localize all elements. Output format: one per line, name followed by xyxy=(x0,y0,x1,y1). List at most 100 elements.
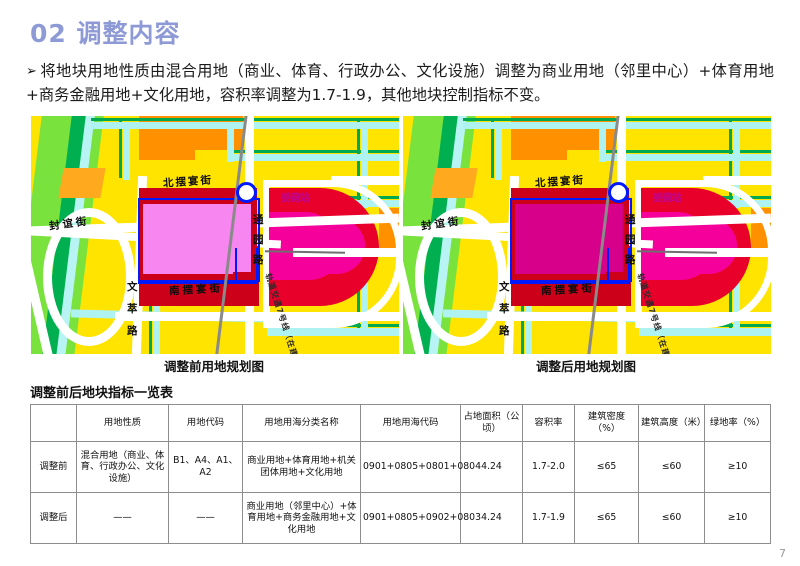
map-figure-after: 北摆宴街 南摆宴街 封谊街 通园路 文萃路 娄葑站 轨道交通7号线（在建） xyxy=(402,115,772,355)
table-cell: —— xyxy=(168,492,243,544)
table-header-cell: 用地性质 xyxy=(76,404,169,442)
table-cell: ≥10 xyxy=(704,492,771,544)
parcel-boundary xyxy=(138,198,260,282)
orange-parcel xyxy=(511,116,615,150)
road-loop xyxy=(43,208,135,346)
cyan-strip xyxy=(267,328,399,336)
orange-parcel xyxy=(58,168,106,198)
orange-parcel xyxy=(430,168,478,198)
table-cell: 1.7-2.0 xyxy=(522,441,575,493)
map-label-south-street: 南摆宴街 xyxy=(168,282,224,298)
indicator-table: 用地性质 用地代码 用地用海分类名称 用地用海代码 占地面积（公顷） 容积率 建… xyxy=(30,404,771,544)
table-cell: —— xyxy=(76,492,169,544)
page-title: 02 调整内容 xyxy=(30,19,181,48)
road xyxy=(331,176,399,185)
parcel-boundary xyxy=(138,248,237,284)
green-outline xyxy=(729,118,732,206)
table-header-cell: 用地用海代码 xyxy=(360,404,461,442)
map-label-station: 娄葑站 xyxy=(281,193,310,204)
cyan-strip xyxy=(227,122,234,162)
subject-parcel xyxy=(143,246,233,274)
parcel-boundary xyxy=(510,198,632,282)
cyan-strip xyxy=(599,122,606,162)
row-stage-label: 调整后 xyxy=(30,492,77,544)
subject-parcel xyxy=(515,246,605,274)
cyan-strip xyxy=(153,266,160,354)
orange-parcel xyxy=(139,150,195,160)
green-outline xyxy=(119,118,122,178)
road xyxy=(703,176,771,185)
table-cell: B1、A4、A1、A2 xyxy=(168,441,243,493)
map-label-east-road: 通园路 xyxy=(253,214,264,266)
table-cell: 1.7-1.9 xyxy=(522,492,575,544)
station-marker-icon xyxy=(608,182,629,203)
table-cell: 0901+0805+0902+0803 xyxy=(360,492,481,544)
bullet-text: 将地块用地性质由混合用地（商业、体育、行政办公、文化设施）调整为商业用地（邻里中… xyxy=(26,62,774,104)
cyan-strip xyxy=(733,122,740,208)
table-header-cell: 用地用海分类名称 xyxy=(242,404,361,442)
row-stage-label: 调整前 xyxy=(30,441,77,493)
parcel-boundary xyxy=(510,248,609,284)
table-header-row: 用地性质 用地代码 用地用海分类名称 用地用海代码 占地面积（公顷） 容积率 建… xyxy=(30,404,771,442)
plaza-wedge xyxy=(687,218,737,274)
table-title: 调整前后地块指标一览表 xyxy=(30,386,174,401)
green-outline xyxy=(599,150,771,153)
cyan-strip xyxy=(639,328,771,336)
table-row: 调整后 —— —— 商业用地（邻里中心）+体育用地+商务金融用地+文化用地 09… xyxy=(30,492,771,544)
bullet-marker-icon: ➢ xyxy=(26,64,37,79)
map-label-south-street: 南摆宴街 xyxy=(540,282,596,298)
table-header-cell: 容积率 xyxy=(522,404,575,442)
green-outline xyxy=(227,150,399,153)
bullet-paragraph: ➢ 将地块用地性质由混合用地（商业、体育、行政办公、文化设施）调整为商业用地（邻里… xyxy=(26,60,774,107)
map-label-east-road: 通园路 xyxy=(625,214,636,266)
parcel-boundary xyxy=(226,248,258,284)
cyan-strip xyxy=(599,154,771,161)
cyan-strip xyxy=(123,122,130,180)
orange-parcel xyxy=(139,116,243,150)
map-canvas-before: 北摆宴街 南摆宴街 封谊街 通园路 文萃路 娄葑站 轨道交通7号线（在建） xyxy=(31,116,399,354)
station-plaza xyxy=(641,188,751,306)
figure-caption-before: 调整前用地规划图 xyxy=(163,359,264,374)
road-loop xyxy=(415,208,507,346)
plaza-wedge xyxy=(315,218,365,274)
green-outline xyxy=(491,118,494,178)
table-cell: 混合用地（商业、体育、行政办公、文化设施） xyxy=(76,441,169,493)
station-marker-icon xyxy=(236,182,257,203)
table-cell: 4.24 xyxy=(460,441,523,493)
cyan-strip xyxy=(361,122,368,208)
road xyxy=(293,248,399,257)
table-cell: ≤65 xyxy=(574,492,639,544)
table-cell: 0901+0805+0801+0804 xyxy=(360,441,481,493)
green-outline xyxy=(521,266,524,354)
table-cell: ≤60 xyxy=(638,441,705,493)
table-header-cell xyxy=(30,404,77,442)
table-cell: ≤65 xyxy=(574,441,639,493)
road xyxy=(487,312,771,321)
figure-caption-after: 调整后用地规划图 xyxy=(535,359,636,374)
orange-parcel xyxy=(511,150,567,160)
cyan-strip xyxy=(495,122,502,180)
green-outline xyxy=(357,118,360,206)
table-cell: ≥10 xyxy=(704,441,771,493)
map-label-south-road: 文萃路 xyxy=(127,281,138,337)
table-cell: 商业用地+体育用地+机关团体用地+文化用地 xyxy=(242,441,361,493)
table-cell: 商业用地（邻里中心）+体育用地+商务金融用地+文化用地 xyxy=(242,492,361,544)
page-number: 7 xyxy=(779,547,786,560)
green-outline xyxy=(149,266,152,354)
table-header-cell: 绿地率（%） xyxy=(704,404,771,442)
parcel-boundary xyxy=(598,248,630,284)
map-label-south-road: 文萃路 xyxy=(499,281,510,337)
road xyxy=(665,248,771,257)
table-cell: 4.24 xyxy=(460,492,523,544)
table-cell: ≤60 xyxy=(638,492,705,544)
table-header-cell: 建筑密度（%） xyxy=(574,404,639,442)
road xyxy=(115,312,399,321)
cyan-strip xyxy=(525,266,532,354)
map-label-station: 娄葑站 xyxy=(653,193,682,204)
table-header-cell: 建筑高度（米） xyxy=(638,404,706,442)
cyan-strip xyxy=(227,154,399,161)
table-header-cell: 占地面积（公顷） xyxy=(460,404,523,442)
table-row: 调整前 混合用地（商业、体育、行政办公、文化设施） B1、A4、A1、A2 商业… xyxy=(30,441,771,493)
map-canvas-after: 北摆宴街 南摆宴街 封谊街 通园路 文萃路 娄葑站 轨道交通7号线（在建） xyxy=(403,116,771,354)
